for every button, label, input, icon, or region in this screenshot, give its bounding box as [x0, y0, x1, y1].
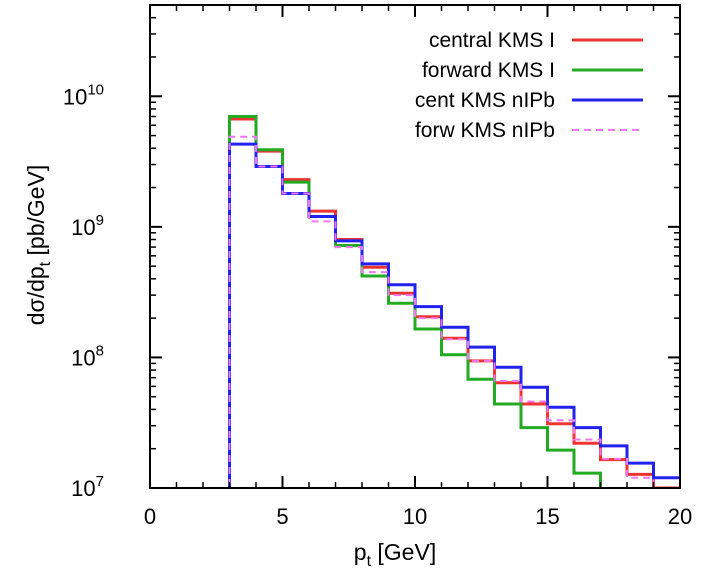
- x-tick-label: 15: [535, 504, 559, 529]
- y-tick-label: 107: [71, 473, 104, 501]
- series-layer: [228, 115, 680, 488]
- x-axis-label-main: p: [354, 539, 367, 565]
- x-tick-label: 5: [276, 504, 288, 529]
- series-line-3: [228, 142, 680, 488]
- x-tick-label: 20: [668, 504, 692, 529]
- y-axis-label-unit: [pb/GeV]: [23, 165, 49, 262]
- x-axis-label-unit: [GeV]: [371, 539, 436, 565]
- legend-label: forward KMS I: [422, 59, 555, 82]
- y-axis-label-subscript: t: [37, 261, 54, 266]
- series-line-2: [228, 115, 602, 488]
- series-line-1: [228, 117, 680, 488]
- series-line-4: [228, 135, 655, 488]
- y-tick-label: 108: [71, 342, 104, 370]
- x-axis-label: pt [GeV]: [354, 539, 436, 570]
- legend-label: central KMS I: [429, 29, 555, 52]
- y-axis-label: dσ/dpt [pb/GeV]: [23, 165, 54, 326]
- x-tick-label: 10: [403, 504, 427, 529]
- x-axis-label-subscript: t: [367, 553, 372, 570]
- x-tick-label: 0: [144, 504, 156, 529]
- y-tick-label: 1010: [63, 81, 104, 109]
- y-axis-label-main: dσ/dp: [23, 266, 49, 325]
- ticks-layer: 0 5 10 15 20 107 108 109 1010: [63, 5, 692, 529]
- legend-label: forw KMS nIPb: [415, 119, 555, 142]
- legend-label: cent KMS nIPb: [415, 89, 555, 112]
- y-tick-label: 109: [71, 212, 104, 240]
- legend-layer: central KMS I forward KMS I cent KMS nIPb f…: [415, 29, 643, 142]
